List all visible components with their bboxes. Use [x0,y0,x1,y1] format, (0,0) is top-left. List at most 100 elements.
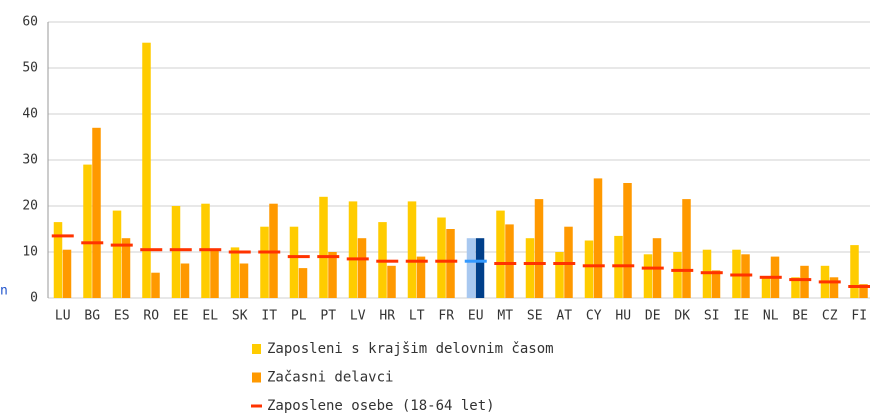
x-tick-label: PL [291,309,307,324]
x-tick-label: PT [320,309,336,324]
bar [800,265,809,298]
marker [140,248,163,252]
legend-label: Začasni delavci [267,370,393,386]
x-tick-label: BG [84,309,100,324]
marker [759,275,782,279]
bar [584,240,594,298]
x-tick-label: ES [114,309,130,324]
bar [437,217,446,298]
bar [791,277,800,298]
bar [416,256,426,298]
x-tick-label: LV [350,309,366,324]
bar [210,249,219,298]
bar [534,199,544,298]
bar [475,238,485,298]
bar [328,252,337,298]
marker [848,285,870,288]
x-tick-label: RO [143,309,159,324]
y-tick-label: 10 [22,245,38,260]
bar [83,164,92,298]
x-tick-label: CY [586,309,602,324]
marker [700,271,723,275]
bar [53,222,63,298]
bar [171,206,181,298]
x-tick-label: NL [763,309,779,324]
side-text: n [0,284,8,299]
bar [525,238,535,298]
bar [761,277,771,298]
bar [673,252,682,298]
marker [199,248,222,252]
marker [110,243,133,247]
x-tick-label: SK [232,309,248,324]
x-tick-label: MT [497,309,513,324]
bar [348,201,358,298]
bar [260,226,269,298]
bar [298,268,308,298]
x-tick-label: DE [645,309,661,324]
marker [169,248,192,252]
x-tick-label: SI [704,309,720,324]
marker [818,280,841,284]
x-tick-label: FI [851,309,867,324]
bar [593,178,603,298]
bar [555,252,564,298]
bar [859,284,868,298]
bar [180,263,190,298]
y-tick-label: 20 [22,199,38,214]
y-tick-label: 0 [30,291,38,306]
marker [228,250,251,254]
marker [346,257,369,261]
bar [121,238,131,298]
bar [643,254,653,298]
marker [51,234,74,238]
x-tick-label: EL [202,309,218,324]
bar [62,249,72,298]
y-tick-label: 40 [22,107,38,122]
bar [357,238,367,298]
x-tick-label: HR [379,309,395,324]
x-tick-label: EU [468,309,484,324]
x-tick-label: BE [792,309,808,324]
marker [641,266,664,270]
x-tick-label: HU [615,309,631,324]
x-tick-label: FR [438,309,454,324]
marker [81,241,104,245]
marker [789,278,812,282]
bar [446,229,455,298]
bar [850,245,859,298]
x-tick-label: EE [173,309,189,324]
marker [435,259,458,263]
marker [258,250,281,254]
x-tick-label: SE [527,309,543,324]
legend-swatch [251,404,262,408]
marker [671,268,694,272]
bar [230,247,240,298]
marker [730,273,753,277]
x-tick-label: CZ [822,309,838,324]
legend-label: Zaposlene osebe (18-64 let) [267,398,495,414]
bar [711,270,721,298]
bar [151,272,160,298]
x-tick-label: AT [556,309,572,324]
bar [682,199,691,298]
bar [92,127,101,298]
bar [239,263,249,298]
legend-label: Zaposleni s krajšim delovnim časom [267,341,554,357]
bar [505,224,514,298]
legend-swatch [252,372,261,383]
marker [494,262,517,265]
x-tick-label: IE [733,309,749,324]
bar [623,183,632,298]
y-tick-label: 30 [22,153,38,168]
marker [553,262,576,265]
bar [407,201,417,298]
bar [496,210,505,298]
marker [464,259,487,263]
x-tick-label: LU [55,309,71,324]
bar [289,226,299,298]
x-tick-label: DK [674,309,690,324]
marker [582,264,605,268]
y-tick-label: 60 [22,15,38,30]
bar [112,210,122,298]
